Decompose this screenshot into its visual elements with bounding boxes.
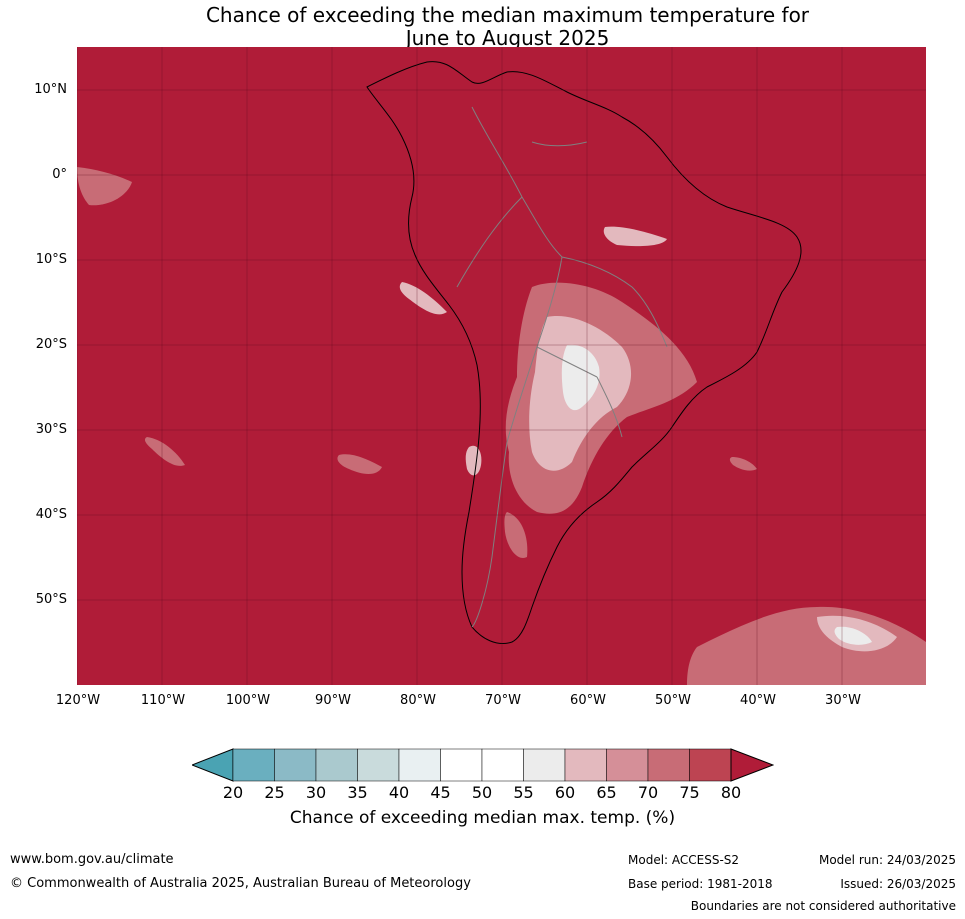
patch-atlantic-1 xyxy=(729,457,757,471)
country-borders xyxy=(456,106,668,628)
colorbar-arrow-high xyxy=(730,748,774,782)
lat-label: 50°S xyxy=(35,592,67,607)
colorbar-segment xyxy=(647,748,690,782)
patch-pacific-3 xyxy=(144,437,185,466)
colorbar-segment xyxy=(315,748,358,782)
patch-southern-ocean-core xyxy=(834,626,872,645)
map-title: Chance of exceeding the median maximum t… xyxy=(0,4,965,50)
map-background xyxy=(77,47,926,685)
colorbar-segment xyxy=(564,748,607,782)
lat-label: 20°S xyxy=(35,337,67,352)
patch-patagonia xyxy=(504,512,528,558)
footer-model-run: Model run: 24/03/2025 xyxy=(818,853,956,867)
colorbar-arrow-low xyxy=(192,748,234,782)
colorbar-tick: 65 xyxy=(596,783,617,802)
patch-chile-coast xyxy=(465,445,482,476)
lon-label: 50°W xyxy=(655,693,691,708)
colorbar-segment xyxy=(274,748,317,782)
footer-url[interactable]: www.bom.gov.au/climate xyxy=(10,852,174,867)
colorbar-segment xyxy=(523,748,566,782)
colorbar-segment xyxy=(606,748,649,782)
patch-pacific-1 xyxy=(399,282,447,315)
colorbar-segment xyxy=(481,748,524,782)
lon-label: 30°W xyxy=(825,693,861,708)
colorbar-tick: 60 xyxy=(554,783,576,802)
colorbar-tick: 25 xyxy=(264,783,285,802)
colorbar-segment xyxy=(232,748,275,782)
colorbar-tick: 45 xyxy=(430,783,451,802)
patch-pacific-2 xyxy=(337,454,382,474)
footer-issued: Issued: 26/03/2025 xyxy=(840,877,956,891)
colorbar-segment xyxy=(357,748,400,782)
colorbar-tick: 70 xyxy=(637,783,659,802)
title-line-2: June to August 2025 xyxy=(405,26,610,50)
patch-interior-core xyxy=(561,344,600,411)
lat-label: 10°N xyxy=(34,82,67,97)
colorbar-tick: 20 xyxy=(222,783,244,802)
lon-label: 70°W xyxy=(485,693,521,708)
patch-equatorial-pacific xyxy=(77,167,132,206)
lon-label: 60°W xyxy=(570,693,606,708)
lon-label: 80°W xyxy=(400,693,436,708)
colorbar-label: Chance of exceeding median max. temp. (%… xyxy=(289,808,676,828)
lon-label: 40°W xyxy=(740,693,776,708)
lat-label: 30°S xyxy=(35,422,67,437)
patch-amazon xyxy=(603,226,667,247)
colorbar xyxy=(192,748,774,782)
lat-label: 40°S xyxy=(35,507,67,522)
title-line-1: Chance of exceeding the median maximum t… xyxy=(205,3,810,27)
colorbar-segment xyxy=(689,748,732,782)
map-panel xyxy=(77,47,926,685)
footer-base-period: Base period: 1981-2018 xyxy=(628,877,773,891)
colorbar-tick: 35 xyxy=(347,783,368,802)
lon-label: 100°W xyxy=(225,693,271,708)
lat-label: 0° xyxy=(52,167,67,182)
lat-label: 10°S xyxy=(35,252,67,267)
lon-label: 90°W xyxy=(315,693,351,708)
colorbar-tick: 40 xyxy=(388,783,410,802)
footer-model: Model: ACCESS-S2 xyxy=(628,853,740,867)
probability-patches xyxy=(77,167,926,685)
colorbar-segment xyxy=(398,748,441,782)
south-america-coastline xyxy=(366,61,802,644)
graticule xyxy=(77,47,926,685)
colorbar-segment xyxy=(440,748,483,782)
lon-label: 110°W xyxy=(140,693,186,708)
colorbar-tick: 50 xyxy=(471,783,493,802)
colorbar-tick: 55 xyxy=(513,783,534,802)
colorbar-tick: 80 xyxy=(720,783,742,802)
lon-label: 120°W xyxy=(55,693,101,708)
footer-disclaimer: Boundaries are not considered authoritat… xyxy=(690,899,956,913)
colorbar-tick: 75 xyxy=(679,783,700,802)
colorbar-tick: 30 xyxy=(305,783,327,802)
footer-copyright: © Commonwealth of Australia 2025, Austra… xyxy=(10,876,471,891)
